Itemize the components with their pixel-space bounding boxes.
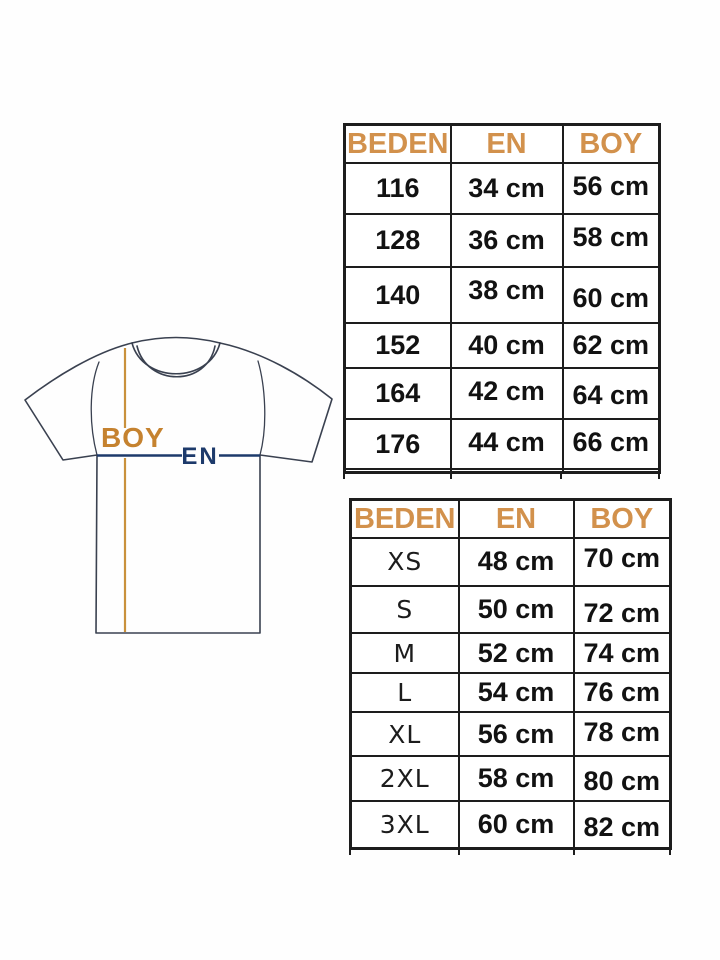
kids-size-table: BEDEN EN BOY 116 34 cm 56 cm 128 36 cm 58 cm 140 3… — [343, 123, 661, 474]
size-value-cell: S — [349, 584, 460, 635]
size-row: M 52 cm 74 cm — [349, 632, 672, 674]
size-value-cell: 2XL — [349, 755, 460, 803]
size-row: XS 48 cm 70 cm — [349, 537, 672, 587]
size-value-cell: L — [349, 671, 460, 714]
width-value-cell — [449, 467, 564, 474]
width-value-cell: 54 cm — [457, 671, 575, 714]
length-value-cell: 78 cm — [572, 710, 672, 758]
table-border-tick — [658, 472, 660, 479]
size-row: 164 42 cm 64 cm — [343, 366, 661, 421]
size-value-cell: 3XL — [349, 800, 460, 850]
size-row: L 54 cm 76 cm — [349, 671, 672, 714]
size-value-cell: 176 — [343, 418, 452, 471]
width-value-cell: 52 cm — [457, 632, 575, 674]
size-value-cell — [343, 467, 452, 474]
column-header: BOY — [572, 498, 672, 539]
size-row: 128 36 cm 58 cm — [343, 213, 661, 268]
size-value-cell: 140 — [343, 265, 452, 325]
adult-size-table: BEDEN EN BOY XS 48 cm 70 cm S 50 cm 72 cm M 52 cm 7… — [349, 498, 672, 850]
column-header: BEDEN — [349, 498, 460, 539]
size-row — [343, 467, 661, 474]
length-value-cell: 56 cm — [561, 161, 661, 216]
width-value-cell: 34 cm — [449, 161, 564, 216]
size-value-cell: 152 — [343, 322, 452, 369]
length-value-cell: 70 cm — [572, 537, 672, 587]
column-header: EN — [449, 123, 564, 164]
length-value-cell: 76 cm — [572, 671, 672, 714]
boy-length-label: BOY — [101, 422, 165, 453]
width-value-cell: 50 cm — [457, 584, 575, 635]
width-value-cell: 36 cm — [449, 213, 564, 268]
size-value-cell: XL — [349, 710, 460, 758]
table-border-tick — [458, 848, 460, 855]
length-value-cell: 62 cm — [561, 322, 661, 369]
length-value-cell: 72 cm — [572, 584, 672, 635]
table-border-tick — [343, 472, 345, 479]
length-value-cell — [561, 467, 661, 474]
tshirt-outline-icon — [24, 336, 333, 634]
length-value-cell: 66 cm — [561, 418, 661, 471]
collar-front-outer-line — [131, 342, 221, 375]
en-width-label: EN — [181, 443, 218, 470]
size-value-cell: M — [349, 632, 460, 674]
tshirt-diagram: BOY EN — [24, 336, 333, 634]
width-value-cell: 44 cm — [449, 418, 564, 471]
length-value-cell: 74 cm — [572, 632, 672, 674]
length-value-cell: 64 cm — [561, 366, 661, 421]
length-value-cell: 80 cm — [572, 755, 672, 803]
column-header: EN — [457, 498, 575, 539]
size-row: S 50 cm 72 cm — [349, 584, 672, 635]
table-border-tick — [669, 848, 671, 855]
size-value-cell: 164 — [343, 366, 452, 421]
table-border-tick — [450, 472, 452, 479]
size-value-cell: 128 — [343, 213, 452, 268]
size-row: 3XL 60 cm 82 cm — [349, 800, 672, 850]
size-row: XL 56 cm 78 cm — [349, 710, 672, 758]
length-value-cell: 58 cm — [561, 213, 661, 268]
width-value-cell: 56 cm — [457, 710, 575, 758]
width-value-cell: 58 cm — [457, 755, 575, 803]
size-row: 140 38 cm 60 cm — [343, 265, 661, 325]
width-value-cell: 38 cm — [449, 265, 564, 325]
size-row: 2XL 58 cm 80 cm — [349, 755, 672, 803]
armhole-right-seam — [257, 360, 266, 456]
size-value-cell: XS — [349, 537, 460, 587]
width-value-cell: 42 cm — [449, 366, 564, 421]
length-value-cell: 82 cm — [572, 800, 672, 850]
size-row: 152 40 cm 62 cm — [343, 322, 661, 369]
table-border-tick — [573, 848, 575, 855]
size-value-cell: 116 — [343, 161, 452, 216]
collar-back-line — [131, 336, 221, 344]
armhole-left-seam — [90, 361, 100, 456]
size-row: 176 44 cm 66 cm — [343, 418, 661, 471]
size-row: 116 34 cm 56 cm — [343, 161, 661, 216]
column-header: BOY — [561, 123, 661, 164]
width-value-cell: 40 cm — [449, 322, 564, 369]
collar-front-inner-line — [136, 345, 216, 378]
table-border-tick — [349, 848, 351, 855]
column-header: BEDEN — [343, 123, 452, 164]
table-border-tick — [560, 472, 562, 479]
length-value-cell: 60 cm — [561, 265, 661, 325]
width-value-cell: 48 cm — [457, 537, 575, 587]
width-value-cell: 60 cm — [457, 800, 575, 850]
